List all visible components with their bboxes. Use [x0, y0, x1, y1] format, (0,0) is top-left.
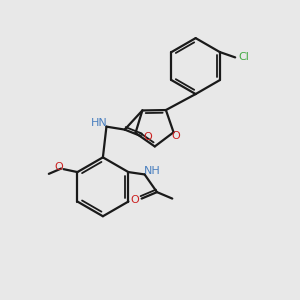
Text: HN: HN [91, 118, 107, 128]
Text: O: O [131, 195, 140, 205]
Text: O: O [143, 132, 152, 142]
Text: NH: NH [144, 167, 160, 176]
Text: O: O [55, 162, 63, 172]
Text: O: O [171, 131, 180, 141]
Text: Cl: Cl [238, 52, 249, 62]
